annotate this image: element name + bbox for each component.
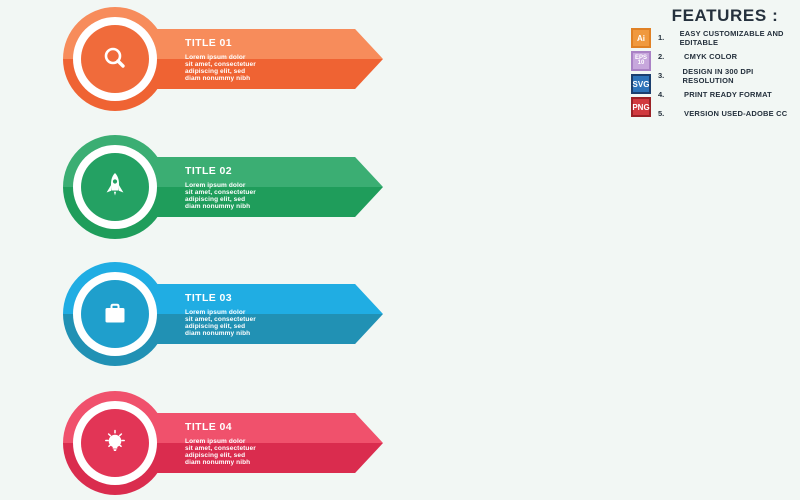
banner-group-1: TITLE 01 Lorem ipsum dolor sit amet, con… [0, 0, 400, 123]
banner-group-2: TITLE 02 Lorem ipsum dolor sit amet, con… [0, 123, 400, 251]
banner-description: Lorem ipsum dolor sit amet, consectetuer… [185, 182, 256, 210]
briefcase-icon [81, 280, 149, 348]
icon-circle [63, 7, 167, 111]
banner-group-3: TITLE 03 Lorem ipsum dolor sit amet, con… [0, 250, 400, 378]
banner-description: Lorem ipsum dolor sit amet, consectetuer… [185, 438, 256, 466]
icon-circle [63, 135, 167, 239]
banner-group-4: TITLE 04 Lorem ipsum dolor sit amet, con… [0, 379, 400, 500]
lightbulb-icon [81, 409, 149, 477]
icon-circle [63, 391, 167, 495]
banner-title: TITLE 03 [185, 292, 232, 304]
item-text: PRINT READY FORMAT [684, 90, 772, 99]
item-number: 3. [658, 71, 665, 80]
circle-ring [73, 272, 157, 356]
eps-badge: EPS 10 [631, 51, 651, 71]
format-badges: Ai EPS 10 SVG PNG [631, 28, 651, 120]
list-item: 5. VERSION USED-ADOBE CC [658, 104, 800, 123]
ai-badge: Ai [631, 28, 651, 48]
banner-text-block: TITLE 01 Lorem ipsum dolor sit amet, con… [185, 37, 256, 82]
item-number: 1. [658, 33, 665, 42]
search-icon [81, 25, 149, 93]
banner-title: TITLE 04 [185, 421, 232, 433]
features-list: 1. EASY CUSTOMIZABLE AND EDITABLE 2. CMY… [658, 28, 800, 123]
item-text: EASY CUSTOMIZABLE AND EDITABLE [679, 28, 784, 47]
features-title: FEATURES : [671, 6, 779, 25]
list-item: 3. DESIGN IN 300 DPI RESOLUTION [658, 66, 800, 85]
item-text: DESIGN IN 300 DPI RESOLUTION [682, 66, 754, 85]
rocket-icon [81, 153, 149, 221]
item-number: 2. [658, 52, 665, 61]
item-number: 4. [658, 90, 665, 99]
banner-title: TITLE 01 [185, 37, 232, 49]
item-text: VERSION USED-ADOBE CC [684, 109, 788, 118]
circle-ring [73, 401, 157, 485]
icon-circle [63, 262, 167, 366]
svg-badge: SVG [631, 74, 651, 94]
banner-text-block: TITLE 04 Lorem ipsum dolor sit amet, con… [185, 421, 256, 466]
circle-ring [73, 145, 157, 229]
list-item: 1. EASY CUSTOMIZABLE AND EDITABLE [658, 28, 800, 47]
list-item: 2. CMYK COLOR [658, 47, 800, 66]
banner-description: Lorem ipsum dolor sit amet, consectetuer… [185, 309, 256, 337]
banner-title: TITLE 02 [185, 165, 232, 177]
banner-text-block: TITLE 02 Lorem ipsum dolor sit amet, con… [185, 165, 256, 210]
list-item: 4. PRINT READY FORMAT [658, 85, 800, 104]
png-badge: PNG [631, 97, 651, 117]
banner-description: Lorem ipsum dolor sit amet, consectetuer… [185, 54, 256, 82]
item-number: 5. [658, 109, 665, 118]
banner-text-block: TITLE 03 Lorem ipsum dolor sit amet, con… [185, 292, 256, 337]
item-text: CMYK COLOR [684, 52, 738, 61]
features-panel: FEATURES : Ai EPS 10 SVG PNG 1. EASY CUS… [620, 0, 800, 140]
circle-ring [73, 17, 157, 101]
